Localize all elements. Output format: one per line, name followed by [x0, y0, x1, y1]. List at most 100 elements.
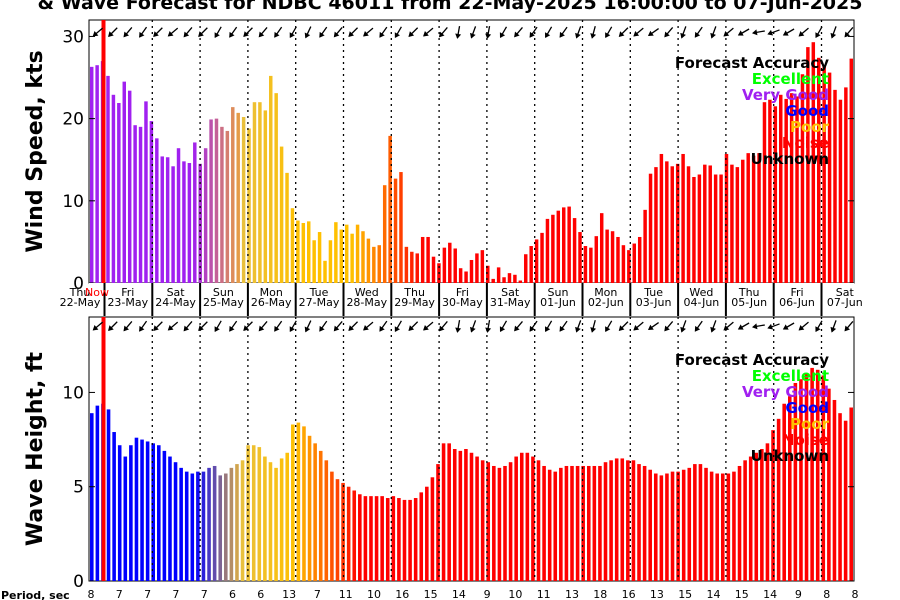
direction-arrow — [394, 320, 402, 333]
arrow-head — [590, 33, 597, 39]
y-axis-label: Wave Height, ft — [23, 351, 48, 546]
direction-arrow — [545, 320, 553, 333]
arrow-head — [455, 33, 462, 39]
period-label: 16 — [395, 588, 409, 600]
bar — [589, 247, 593, 283]
arrow-head — [798, 30, 805, 37]
bar — [643, 209, 647, 283]
direction-arrow — [423, 321, 434, 331]
arrow-head — [348, 325, 355, 331]
bar — [726, 473, 731, 581]
bar — [821, 375, 826, 581]
period-label: 10 — [508, 588, 522, 600]
y-tick-label: 30 — [62, 27, 84, 47]
bar — [176, 148, 181, 283]
arrow-head — [304, 326, 311, 333]
direction-arrow — [289, 26, 297, 39]
bar — [290, 208, 295, 283]
bar — [335, 479, 340, 581]
arrow-head — [108, 325, 114, 331]
arrow-head — [167, 30, 174, 37]
bar — [168, 456, 172, 581]
chart-title: & Wave Forecast for NDBC 46011 from 22-M… — [38, 0, 863, 14]
bar — [665, 161, 669, 283]
direction-arrow — [379, 320, 388, 332]
arrow-head — [348, 31, 355, 37]
period-label: 7 — [144, 588, 151, 600]
bar — [508, 462, 513, 581]
bar — [328, 240, 333, 283]
legend-entry: Excellent — [752, 70, 829, 88]
bar — [531, 456, 535, 581]
arrow-head — [379, 325, 385, 332]
period-label: 8 — [823, 588, 830, 600]
bar — [134, 437, 139, 581]
day-label-date: 24-May — [155, 296, 196, 309]
bar — [312, 240, 316, 283]
bar — [844, 87, 848, 283]
bar — [732, 471, 736, 581]
bar — [246, 445, 250, 581]
arrow-head — [647, 30, 654, 37]
arrow-head — [289, 326, 295, 333]
bar — [212, 465, 217, 581]
bar — [605, 229, 609, 283]
bar — [313, 443, 317, 581]
bar — [448, 242, 452, 283]
arrow-head — [469, 326, 476, 333]
bar — [323, 260, 327, 283]
bar — [603, 462, 608, 581]
arrow-head — [274, 325, 280, 332]
arrow-head — [782, 324, 789, 330]
bar — [346, 486, 351, 581]
direction-arrow — [529, 320, 538, 332]
bar — [675, 163, 680, 283]
bar — [318, 450, 323, 581]
bar — [815, 369, 820, 581]
bar — [475, 253, 479, 283]
arrow-head — [737, 324, 744, 330]
direction-arrow — [289, 320, 297, 333]
bar — [369, 496, 373, 581]
bar — [355, 224, 360, 283]
bar — [627, 250, 631, 284]
day-label-date: 23-May — [107, 296, 148, 309]
direction-arrow — [153, 321, 163, 331]
bar — [730, 164, 734, 283]
period-label: 9 — [484, 588, 491, 600]
bar — [291, 424, 295, 581]
direction-arrow — [394, 26, 402, 39]
direction-arrow — [92, 321, 104, 331]
direction-arrow — [680, 320, 687, 333]
direction-arrow — [423, 27, 434, 37]
bar — [263, 110, 268, 283]
legend-entry: Very Good — [742, 383, 829, 401]
day-label-date: 28-May — [346, 296, 387, 309]
direction-arrow — [514, 320, 523, 332]
bar — [681, 469, 686, 581]
day-label-date: 06-Jun — [779, 296, 815, 309]
direction-arrow — [710, 320, 717, 333]
period-label: 7 — [172, 588, 179, 600]
bar — [413, 498, 418, 581]
arrow-head — [590, 327, 597, 333]
bar — [95, 405, 100, 581]
direction-arrow — [830, 26, 837, 39]
day-label-dow: Sun — [548, 286, 569, 299]
bar — [771, 430, 775, 581]
bar — [849, 58, 854, 283]
bar — [692, 176, 696, 283]
bar — [768, 99, 772, 283]
y-tick-label: 10 — [62, 383, 84, 403]
direction-arrow — [183, 26, 193, 38]
bar — [524, 254, 528, 283]
bar — [391, 496, 396, 581]
direction-arrow — [363, 27, 374, 37]
bar — [171, 166, 175, 283]
bar — [111, 94, 116, 283]
bar — [182, 161, 186, 283]
bar — [258, 102, 262, 283]
bar — [804, 373, 809, 581]
period-label: 8 — [88, 588, 95, 600]
bar — [681, 153, 685, 283]
